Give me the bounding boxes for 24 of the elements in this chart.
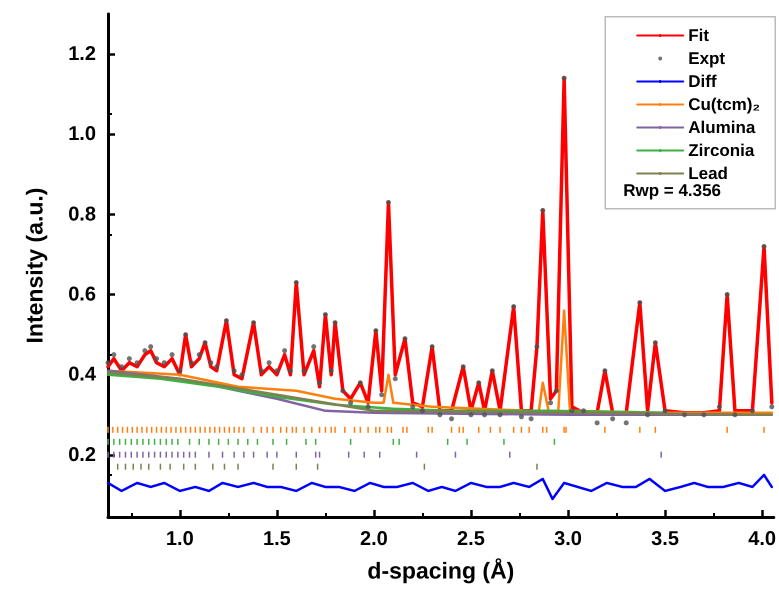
y-tick-label: 1.2 bbox=[68, 43, 96, 66]
x-tick-label: 2.0 bbox=[360, 528, 388, 550]
y-axis-title: Intensity (a.u.) bbox=[22, 188, 48, 344]
y-tick-label: 0.6 bbox=[68, 284, 96, 306]
legend-label: Fit bbox=[688, 26, 710, 45]
y-tick-label: 0.4 bbox=[68, 364, 97, 386]
legend-label: Alumina bbox=[688, 118, 756, 137]
legend-label: Zirconia bbox=[688, 141, 755, 160]
x-tick-label: 3.5 bbox=[651, 528, 679, 550]
x-tick-label: 2.5 bbox=[457, 528, 485, 550]
x-tick-label: 1.5 bbox=[262, 528, 291, 550]
legend-label: Lead bbox=[688, 164, 728, 183]
legend-label: Diff bbox=[688, 72, 717, 91]
x-axis-title: d-spacing (Å) bbox=[367, 558, 514, 584]
legend-label: Expt bbox=[688, 49, 726, 68]
annotation: Rwp = 4.356 bbox=[623, 181, 722, 200]
legend-label: Cu(tcm)₂ bbox=[688, 95, 760, 114]
x-tick-label: 3.0 bbox=[554, 528, 582, 550]
y-tick-label: 0.2 bbox=[68, 444, 96, 466]
x-tick-label: 4.0 bbox=[748, 528, 776, 550]
y-tick-label: 1.0 bbox=[68, 123, 96, 146]
y-tick-label: 0.8 bbox=[68, 203, 96, 226]
x-tick-label: 1.0 bbox=[166, 528, 194, 550]
line-series bbox=[106, 474, 774, 500]
